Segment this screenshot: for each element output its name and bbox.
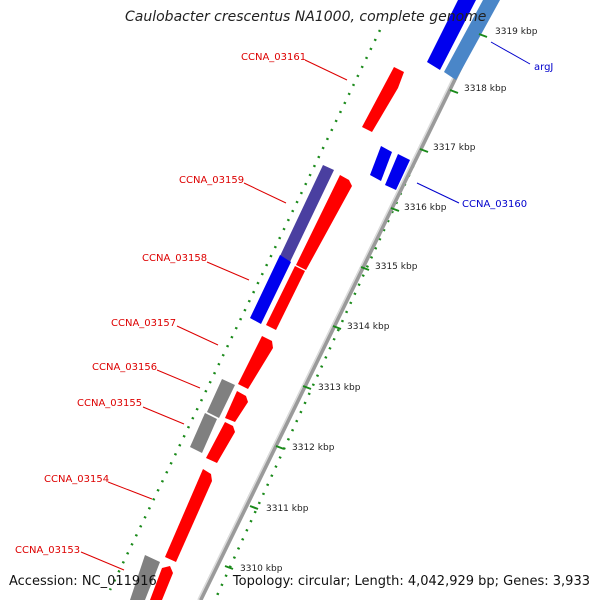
scale-tick <box>449 89 459 94</box>
feature-ccna-03154[interactable] <box>165 469 212 562</box>
scale-tick <box>275 445 285 450</box>
scale-tick <box>390 207 400 212</box>
feature-ccna-03153[interactable] <box>130 555 160 600</box>
gene-label-ccna-03158[interactable]: CCNA_03158 <box>142 253 207 264</box>
leader-line <box>107 481 153 500</box>
feature-ccna-03155[interactable] <box>190 413 217 453</box>
leader-line <box>243 182 287 204</box>
scale-tick <box>478 33 488 38</box>
feature-argj-a[interactable] <box>427 0 476 70</box>
gene-label-ccna-03155[interactable]: CCNA_03155 <box>77 398 142 409</box>
scale-tick <box>249 505 259 510</box>
scale-tick-label: 3315 kbp <box>375 262 418 272</box>
feature-ccna-03159[interactable] <box>280 165 334 262</box>
scale-tick-label: 3319 kbp <box>495 27 538 37</box>
gene-label-ccna-03157[interactable]: CCNA_03157 <box>111 318 176 329</box>
feature-ccna-03153-forward[interactable] <box>150 566 173 600</box>
topology-text: Topology: circular; Length: 4,042,929 bp… <box>232 574 590 589</box>
feature-ccna-03158-forward[interactable] <box>266 266 305 330</box>
leader-line <box>156 369 201 389</box>
scale-ticks <box>224 33 488 570</box>
gene-label-argj[interactable]: argJ <box>534 62 553 73</box>
feature-ccna-03155-forward[interactable] <box>206 422 235 463</box>
scale-tick <box>419 148 429 153</box>
feature-ccna-03156[interactable] <box>207 379 235 418</box>
leader-line <box>206 261 250 281</box>
feature-ccna-03161[interactable] <box>362 67 404 132</box>
leader-line <box>142 406 185 425</box>
gene-label-ccna-03161[interactable]: CCNA_03161 <box>241 52 306 63</box>
feature-argj-b[interactable] <box>444 0 500 80</box>
outer-dotted-track <box>213 19 482 600</box>
feature-ccna-03157[interactable] <box>238 336 273 389</box>
scale-tick-label: 3312 kbp <box>292 443 335 453</box>
scale-tick <box>302 385 312 390</box>
gene-label-ccna-03153[interactable]: CCNA_03153 <box>15 545 80 556</box>
gene-label-ccna-03156[interactable]: CCNA_03156 <box>92 362 157 373</box>
inner-dotted-track <box>108 29 382 591</box>
leader-line <box>416 182 460 204</box>
gene-label-ccna-03159[interactable]: CCNA_03159 <box>179 175 244 186</box>
scale-tick-label: 3313 kbp <box>318 383 361 393</box>
feature-ccna-03160-b[interactable] <box>385 154 410 190</box>
leader-line <box>304 59 348 81</box>
feature-ccna-03159-forward[interactable] <box>296 175 352 270</box>
accession-text: Accession: NC_011916 <box>9 574 157 589</box>
scale-tick <box>332 325 342 330</box>
leader-line <box>490 41 531 65</box>
leader-line <box>80 551 125 571</box>
scale-tick-label: 3311 kbp <box>266 504 309 514</box>
scale-tick-label: 3314 kbp <box>347 322 390 332</box>
feature-ccna-03160-a[interactable] <box>370 146 392 181</box>
genome-backbone <box>197 0 496 600</box>
scale-tick <box>360 266 370 271</box>
scale-tick <box>224 565 234 570</box>
scale-tick-label: 3318 kbp <box>464 84 507 94</box>
map-title: Caulobacter crescentus NA1000, complete … <box>125 9 487 25</box>
scale-tick-label: 3310 kbp <box>240 564 283 574</box>
scale-tick-label: 3317 kbp <box>433 143 476 153</box>
genome-backbone-highlight <box>197 0 492 600</box>
scale-tick-label: 3316 kbp <box>404 203 447 213</box>
feature-ccna-03158[interactable] <box>250 255 291 324</box>
feature-ccna-03156-forward[interactable] <box>225 391 248 422</box>
gene-label-ccna-03160[interactable]: CCNA_03160 <box>462 199 527 210</box>
leader-line <box>176 325 219 346</box>
gene-label-ccna-03154[interactable]: CCNA_03154 <box>44 474 109 485</box>
